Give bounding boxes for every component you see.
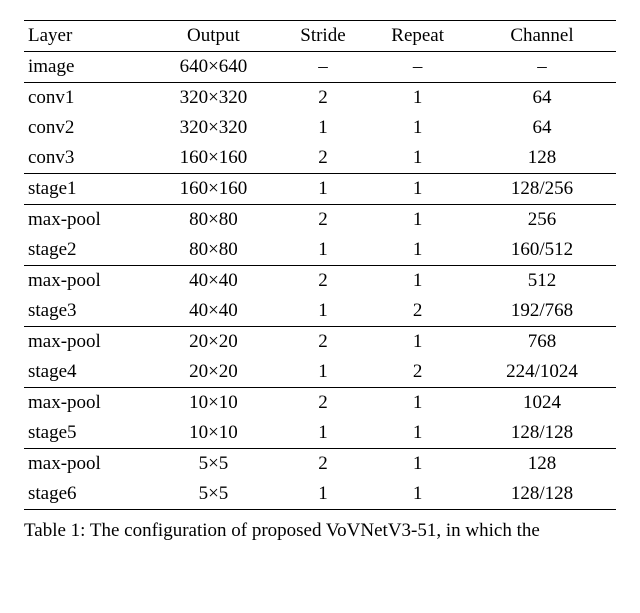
cell-output: 320×320 xyxy=(148,113,278,143)
cell-repeat: 1 xyxy=(367,235,468,266)
cell-repeat: 1 xyxy=(367,266,468,297)
table-row: max-pool20×2021768 xyxy=(24,327,616,358)
cell-channel: 256 xyxy=(468,205,616,236)
cell-output: 80×80 xyxy=(148,205,278,236)
table-row: max-pool40×4021512 xyxy=(24,266,616,297)
cell-layer: stage5 xyxy=(24,418,148,449)
cell-channel: 512 xyxy=(468,266,616,297)
cell-repeat: 1 xyxy=(367,205,468,236)
cell-repeat: 1 xyxy=(367,388,468,419)
cell-repeat: 1 xyxy=(367,479,468,510)
table-row: conv2320×3201164 xyxy=(24,113,616,143)
cell-stride: 2 xyxy=(279,388,368,419)
cell-stride: 2 xyxy=(279,205,368,236)
cell-repeat: 1 xyxy=(367,143,468,174)
cell-output: 320×320 xyxy=(148,83,278,114)
cell-channel: 128/256 xyxy=(468,174,616,205)
cell-output: 20×20 xyxy=(148,327,278,358)
cell-output: 5×5 xyxy=(148,479,278,510)
cell-repeat: 2 xyxy=(367,357,468,388)
table-caption: Table 1: The configuration of proposed V… xyxy=(24,520,616,542)
cell-repeat: 1 xyxy=(367,113,468,143)
cell-output: 20×20 xyxy=(148,357,278,388)
cell-stride: 1 xyxy=(279,296,368,327)
cell-channel: 160/512 xyxy=(468,235,616,266)
cell-layer: stage4 xyxy=(24,357,148,388)
cell-output: 5×5 xyxy=(148,449,278,480)
cell-channel: – xyxy=(468,52,616,83)
cell-channel: 64 xyxy=(468,83,616,114)
cell-channel: 128/128 xyxy=(468,418,616,449)
cell-output: 640×640 xyxy=(148,52,278,83)
cell-layer: max-pool xyxy=(24,205,148,236)
cell-layer: image xyxy=(24,52,148,83)
cell-channel: 128/128 xyxy=(468,479,616,510)
table-row: image640×640––– xyxy=(24,52,616,83)
cell-layer: max-pool xyxy=(24,266,148,297)
cell-layer: stage2 xyxy=(24,235,148,266)
cell-channel: 64 xyxy=(468,113,616,143)
cell-channel: 192/768 xyxy=(468,296,616,327)
cell-channel: 768 xyxy=(468,327,616,358)
col-header-layer: Layer xyxy=(24,21,148,52)
cell-channel: 128 xyxy=(468,143,616,174)
cell-stride: 2 xyxy=(279,266,368,297)
cell-stride: 1 xyxy=(279,479,368,510)
table-row: stage510×1011128/128 xyxy=(24,418,616,449)
cell-layer: stage3 xyxy=(24,296,148,327)
cell-stride: 2 xyxy=(279,449,368,480)
col-header-stride: Stride xyxy=(279,21,368,52)
cell-layer: stage1 xyxy=(24,174,148,205)
cell-channel: 128 xyxy=(468,449,616,480)
table-header-row: Layer Output Stride Repeat Channel xyxy=(24,21,616,52)
cell-stride: 1 xyxy=(279,113,368,143)
table-row: max-pool5×521128 xyxy=(24,449,616,480)
cell-repeat: – xyxy=(367,52,468,83)
col-header-repeat: Repeat xyxy=(367,21,468,52)
cell-repeat: 1 xyxy=(367,327,468,358)
cell-layer: conv2 xyxy=(24,113,148,143)
cell-repeat: 1 xyxy=(367,174,468,205)
cell-output: 160×160 xyxy=(148,143,278,174)
cell-output: 10×10 xyxy=(148,388,278,419)
cell-output: 40×40 xyxy=(148,296,278,327)
cell-repeat: 1 xyxy=(367,83,468,114)
col-header-output: Output xyxy=(148,21,278,52)
cell-layer: conv3 xyxy=(24,143,148,174)
cell-output: 10×10 xyxy=(148,418,278,449)
table-row: conv1320×3202164 xyxy=(24,83,616,114)
cell-stride: 1 xyxy=(279,174,368,205)
cell-layer: stage6 xyxy=(24,479,148,510)
cell-layer: conv1 xyxy=(24,83,148,114)
cell-repeat: 1 xyxy=(367,449,468,480)
cell-layer: max-pool xyxy=(24,449,148,480)
cell-channel: 224/1024 xyxy=(468,357,616,388)
cell-stride: 1 xyxy=(279,235,368,266)
table-row: stage420×2012224/1024 xyxy=(24,357,616,388)
cell-output: 40×40 xyxy=(148,266,278,297)
cell-stride: 1 xyxy=(279,357,368,388)
cell-stride: – xyxy=(279,52,368,83)
table-row: max-pool10×10211024 xyxy=(24,388,616,419)
cell-output: 80×80 xyxy=(148,235,278,266)
cell-output: 160×160 xyxy=(148,174,278,205)
table-row: max-pool80×8021256 xyxy=(24,205,616,236)
cell-channel: 1024 xyxy=(468,388,616,419)
table-row: stage280×8011160/512 xyxy=(24,235,616,266)
cell-layer: max-pool xyxy=(24,388,148,419)
table-row: stage340×4012192/768 xyxy=(24,296,616,327)
config-table: Layer Output Stride Repeat Channel image… xyxy=(24,20,616,510)
cell-repeat: 1 xyxy=(367,418,468,449)
cell-stride: 1 xyxy=(279,418,368,449)
col-header-channel: Channel xyxy=(468,21,616,52)
table-row: conv3160×16021128 xyxy=(24,143,616,174)
cell-stride: 2 xyxy=(279,143,368,174)
table-row: stage65×511128/128 xyxy=(24,479,616,510)
cell-stride: 2 xyxy=(279,83,368,114)
table-row: stage1160×16011128/256 xyxy=(24,174,616,205)
cell-layer: max-pool xyxy=(24,327,148,358)
cell-stride: 2 xyxy=(279,327,368,358)
cell-repeat: 2 xyxy=(367,296,468,327)
